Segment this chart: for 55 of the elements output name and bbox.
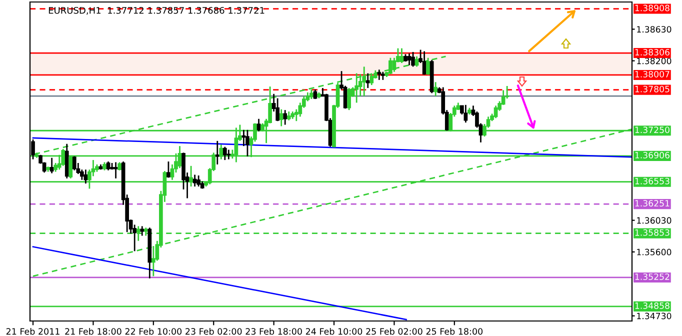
x-tick-label: 23 Feb 02:00 [186, 328, 242, 335]
candlestick [411, 51, 415, 68]
ref-line-label: 1.38908 [635, 4, 670, 12]
ref-line-label: 1.36553 [635, 178, 670, 184]
candlestick [494, 104, 498, 119]
ref-line-label: 1.38007 [635, 70, 670, 78]
ref-line-label: 1.35252 [635, 273, 670, 280]
candlestick [246, 129, 250, 158]
candlestick [50, 157, 54, 174]
x-tick-label: 22 Feb 10:00 [125, 328, 182, 335]
x-tick-label: 21 Feb 18:00 [65, 328, 122, 335]
y-tick-label: 1.38630 [637, 26, 672, 33]
y-tick-label: 1.34730 [637, 312, 672, 320]
candlestick [407, 52, 412, 66]
x-tick-label: 25 Feb 02:00 [366, 328, 422, 335]
candlestick [215, 140, 220, 166]
candlestick [276, 98, 280, 122]
x-tick-label: 23 Feb 18:00 [246, 328, 302, 335]
y-tick-label: 1.36030 [637, 217, 672, 224]
x-tick-label: 24 Feb 10:00 [306, 328, 362, 335]
candlestick [140, 225, 144, 236]
x-tick-label: 21 Feb 2011 [6, 328, 60, 335]
candlestick [196, 174, 200, 188]
ref-line-label: 1.37250 [635, 126, 670, 134]
y-tick-label: 1.38200 [637, 58, 672, 64]
ref-line-label: 1.34858 [635, 302, 670, 309]
candlestick [464, 104, 468, 124]
candlestick [279, 108, 284, 127]
ref-line-label: 1.35853 [635, 229, 670, 236]
candlestick [422, 50, 426, 76]
candlestick [256, 118, 261, 132]
candlestick [114, 162, 118, 180]
ref-line-label: 1.38306 [635, 48, 670, 56]
y-tick-label: 1.35600 [637, 248, 672, 256]
ref-line-label: 1.37805 [635, 86, 670, 92]
ref-line-label: 1.36251 [635, 200, 670, 207]
candlestick [84, 168, 88, 184]
candlestick [226, 149, 231, 160]
candlestick [366, 72, 370, 89]
candlestick [347, 87, 351, 111]
candlestick [192, 174, 197, 188]
candlestick [222, 146, 227, 161]
candlestick [310, 88, 314, 100]
candlestick [72, 156, 76, 172]
candlestick [354, 72, 359, 104]
candlestick [400, 48, 404, 64]
candlestick [377, 68, 382, 81]
candlestick [434, 81, 438, 97]
ref-line-label: 1.36906 [635, 152, 670, 158]
candlestick [362, 66, 366, 97]
candlestick [166, 160, 170, 178]
candlestick [370, 72, 374, 86]
candlestick [283, 109, 288, 126]
x-tick-label: 25 Feb 18:00 [426, 328, 483, 335]
candlestick [414, 56, 419, 68]
